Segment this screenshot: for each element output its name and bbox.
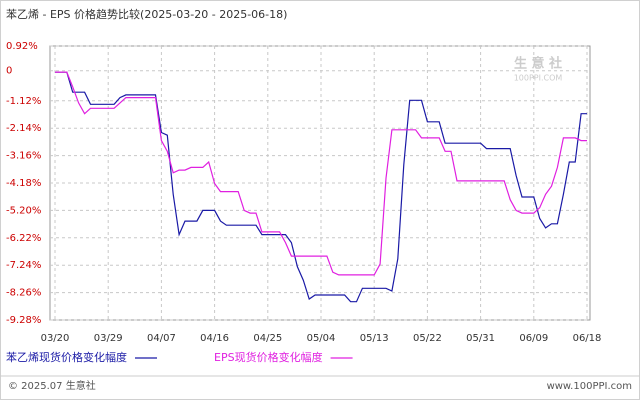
x-tick-label: 03/20: [41, 333, 70, 344]
watermark-url: 100PPI.COM: [514, 74, 563, 83]
legend-label: 苯乙烯现货价格变化幅度: [6, 350, 127, 364]
x-tick-label: 06/18: [573, 333, 602, 344]
y-tick-label: 0: [6, 66, 12, 77]
y-tick-label: -7.24%: [6, 260, 41, 271]
y-tick-label: 0.92%: [6, 41, 38, 52]
footer-right: www.100PPI.com: [547, 381, 632, 392]
x-tick-label: 04/07: [147, 333, 176, 344]
y-tick-label: -5.20%: [6, 205, 41, 216]
x-tick-label: 05/13: [360, 333, 389, 344]
watermark: 生 意 社: [514, 56, 562, 72]
x-tick-label: 06/09: [519, 333, 548, 344]
x-tick-label: 04/25: [253, 333, 282, 344]
y-tick-label: -2.14%: [6, 123, 41, 134]
y-tick-label: -8.26%: [6, 288, 41, 299]
x-tick-label: 05/04: [307, 333, 336, 344]
legend-label: EPS现货价格变化幅度: [214, 350, 323, 364]
x-tick-label: 03/29: [94, 333, 123, 344]
y-tick-label: -1.12%: [6, 96, 41, 107]
y-tick-label: -6.22%: [6, 233, 41, 244]
footer-left: © 2025.07 生意社: [8, 379, 96, 392]
series-line: [55, 71, 587, 276]
y-tick-label: -9.28%: [6, 315, 41, 326]
x-tick-label: 05/31: [466, 333, 495, 344]
x-tick-label: 05/22: [413, 333, 442, 344]
y-tick-label: -4.18%: [6, 178, 41, 189]
series-line: [55, 71, 587, 303]
chart-title: 苯乙烯 - EPS 价格趋势比较(2025-03-20 - 2025-06-18…: [6, 7, 287, 21]
x-tick-label: 04/16: [200, 333, 229, 344]
y-tick-label: -3.16%: [6, 151, 41, 162]
